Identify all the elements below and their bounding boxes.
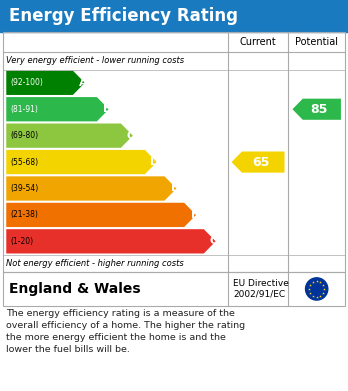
Bar bbox=[3, 272, 345, 306]
Text: England & Wales: England & Wales bbox=[9, 282, 140, 296]
Polygon shape bbox=[6, 124, 133, 148]
Polygon shape bbox=[6, 176, 176, 201]
Text: (69-80): (69-80) bbox=[10, 131, 39, 140]
Text: B: B bbox=[103, 104, 111, 114]
Text: The energy efficiency rating is a measure of the
overall efficiency of a home. T: The energy efficiency rating is a measur… bbox=[6, 309, 245, 354]
Polygon shape bbox=[6, 229, 216, 253]
Text: Not energy efficient - higher running costs: Not energy efficient - higher running co… bbox=[6, 258, 184, 268]
Text: (39-54): (39-54) bbox=[10, 184, 39, 193]
Text: G: G bbox=[209, 236, 219, 246]
Bar bbox=[0, 0, 348, 32]
Text: (81-91): (81-91) bbox=[10, 105, 38, 114]
Text: EU Directive
2002/91/EC: EU Directive 2002/91/EC bbox=[233, 279, 289, 299]
Text: Potential: Potential bbox=[295, 37, 338, 47]
Text: D: D bbox=[150, 157, 160, 167]
Text: 65: 65 bbox=[252, 156, 269, 169]
Text: (55-68): (55-68) bbox=[10, 158, 39, 167]
Text: E: E bbox=[171, 183, 179, 194]
Bar bbox=[3, 32, 345, 272]
Polygon shape bbox=[6, 150, 157, 174]
Polygon shape bbox=[6, 71, 85, 95]
Text: 85: 85 bbox=[310, 103, 328, 116]
Polygon shape bbox=[292, 99, 341, 120]
Text: Energy Efficiency Rating: Energy Efficiency Rating bbox=[9, 7, 238, 25]
Polygon shape bbox=[6, 203, 196, 227]
Polygon shape bbox=[6, 97, 109, 121]
Text: A: A bbox=[79, 78, 87, 88]
Text: F: F bbox=[191, 210, 198, 220]
Text: Very energy efficient - lower running costs: Very energy efficient - lower running co… bbox=[6, 56, 184, 66]
Text: (1-20): (1-20) bbox=[10, 237, 33, 246]
Text: Current: Current bbox=[240, 37, 276, 47]
Polygon shape bbox=[231, 151, 285, 173]
Text: (92-100): (92-100) bbox=[10, 78, 43, 87]
Text: (21-38): (21-38) bbox=[10, 210, 38, 219]
Text: C: C bbox=[127, 131, 135, 141]
Ellipse shape bbox=[306, 278, 328, 300]
